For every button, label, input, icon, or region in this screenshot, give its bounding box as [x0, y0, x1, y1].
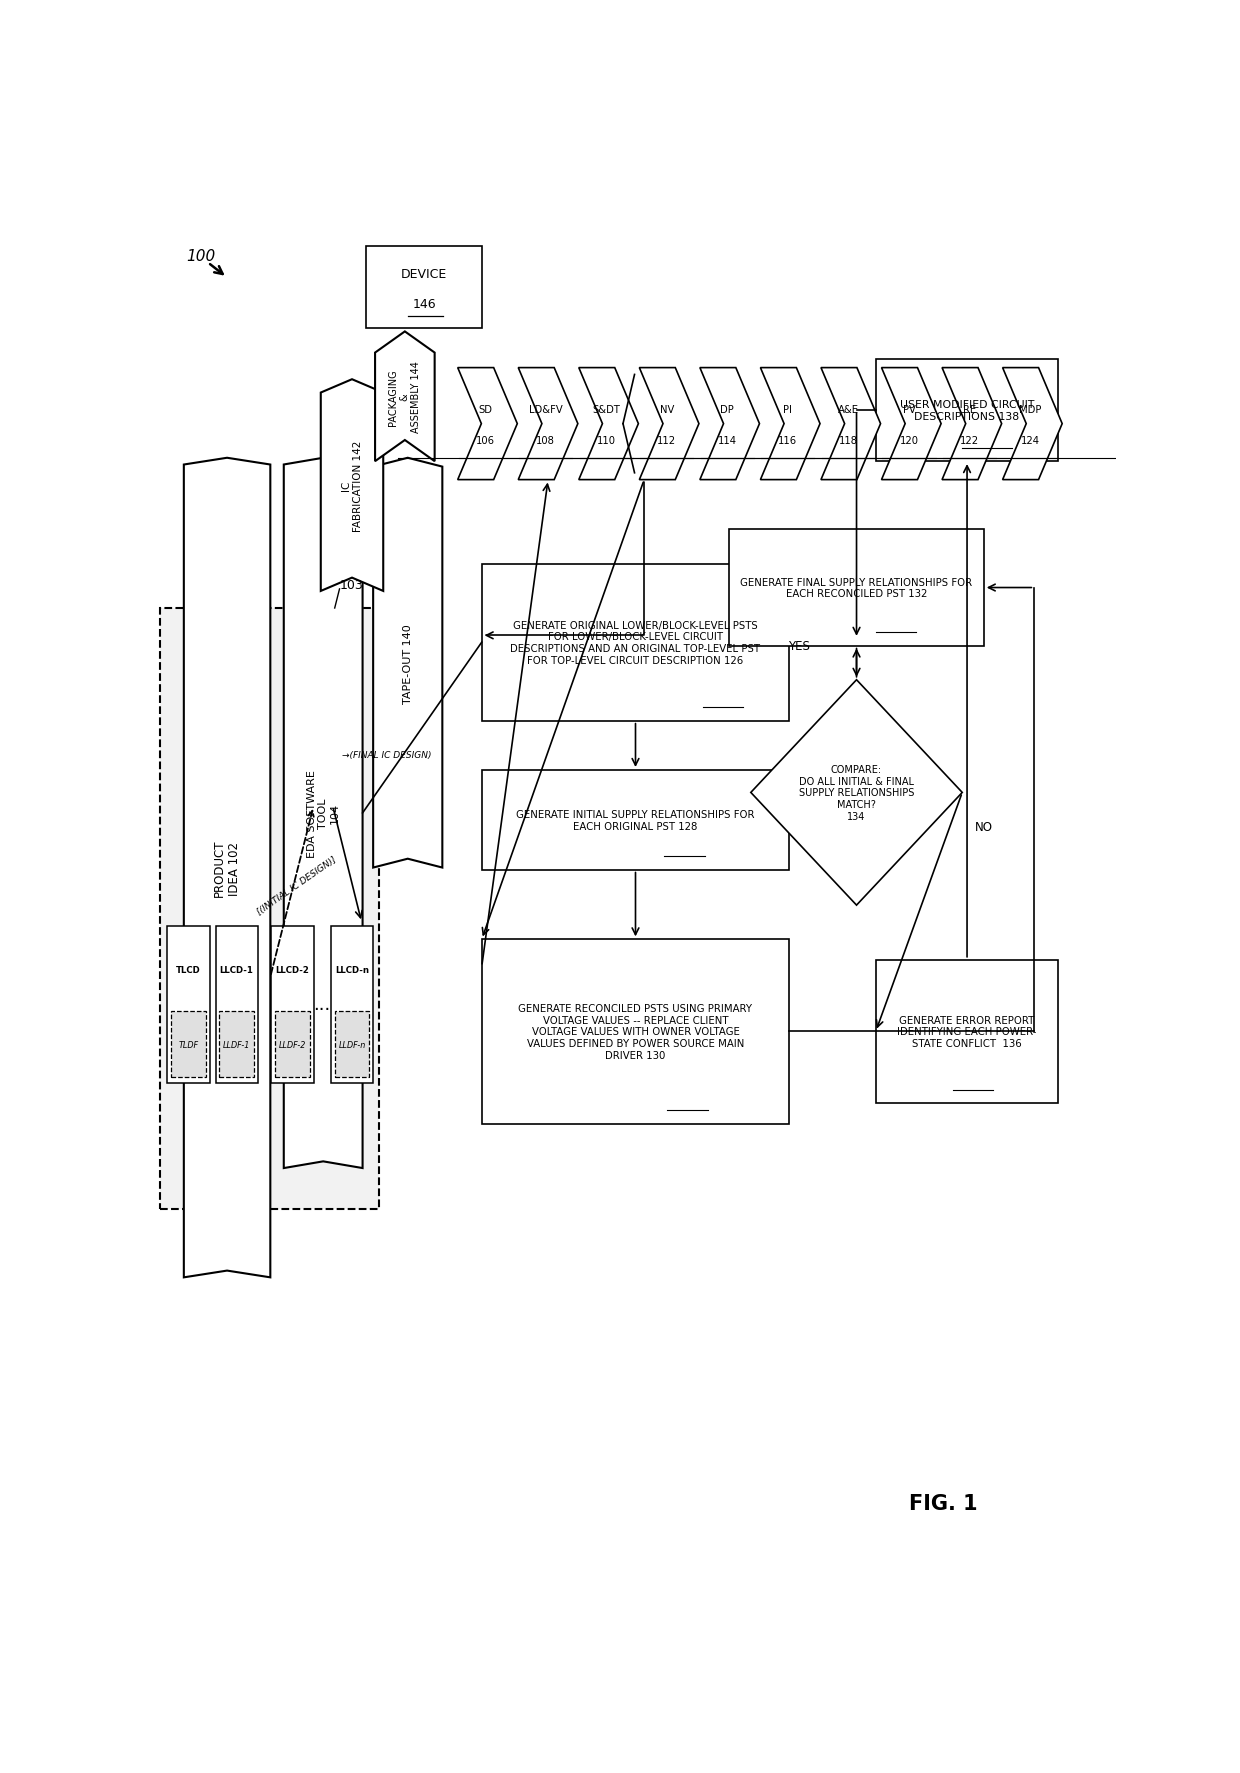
Text: PI: PI	[784, 404, 792, 415]
FancyBboxPatch shape	[216, 926, 258, 1083]
FancyBboxPatch shape	[171, 1012, 206, 1078]
Text: 116: 116	[779, 436, 797, 447]
Text: 100: 100	[186, 248, 216, 264]
Text: PV: PV	[903, 404, 915, 415]
Polygon shape	[458, 369, 517, 480]
Text: NV: NV	[660, 404, 675, 415]
Polygon shape	[374, 332, 435, 463]
Text: MDP: MDP	[1019, 404, 1042, 415]
Polygon shape	[518, 369, 578, 480]
Text: COMPARE:
DO ALL INITIAL & FINAL
SUPPLY RELATIONSHIPS
MATCH?
134: COMPARE: DO ALL INITIAL & FINAL SUPPLY R…	[799, 764, 914, 821]
Text: LLCD-n: LLCD-n	[335, 966, 370, 975]
Text: GENERATE INITIAL SUPPLY RELATIONSHIPS FOR
EACH ORIGINAL PST 128: GENERATE INITIAL SUPPLY RELATIONSHIPS FO…	[516, 810, 755, 832]
FancyBboxPatch shape	[160, 608, 379, 1209]
Text: 122: 122	[960, 436, 980, 447]
Text: TLCD: TLCD	[176, 966, 201, 975]
FancyBboxPatch shape	[481, 940, 789, 1124]
Polygon shape	[821, 369, 880, 480]
Text: EDA SOFTWARE
TOOL
104: EDA SOFTWARE TOOL 104	[306, 769, 340, 858]
Text: FIG. 1: FIG. 1	[909, 1493, 977, 1512]
Text: DP: DP	[720, 404, 734, 415]
Text: 108: 108	[536, 436, 556, 447]
FancyBboxPatch shape	[481, 564, 789, 722]
Text: →(FINAL IC DESIGN): →(FINAL IC DESIGN)	[342, 750, 432, 759]
Polygon shape	[1003, 369, 1063, 480]
Polygon shape	[373, 459, 443, 869]
Text: 110: 110	[596, 436, 616, 447]
Text: LLDF-1: LLDF-1	[223, 1041, 250, 1050]
Text: 120: 120	[899, 436, 919, 447]
FancyBboxPatch shape	[331, 926, 373, 1083]
FancyBboxPatch shape	[367, 246, 481, 328]
Text: GENERATE RECONCILED PSTS USING PRIMARY
VOLTAGE VALUES -- REPLACE CLIENT
VOLTAGE : GENERATE RECONCILED PSTS USING PRIMARY V…	[518, 1004, 753, 1060]
FancyBboxPatch shape	[275, 1012, 310, 1078]
Text: LLCD-1: LLCD-1	[219, 966, 254, 975]
Polygon shape	[284, 459, 362, 1168]
FancyBboxPatch shape	[729, 530, 983, 645]
Text: NO: NO	[975, 821, 992, 833]
Text: GENERATE FINAL SUPPLY RELATIONSHIPS FOR
EACH RECONCILED PST 132: GENERATE FINAL SUPPLY RELATIONSHIPS FOR …	[740, 578, 972, 599]
Polygon shape	[321, 379, 383, 592]
Text: TAPE-OUT 140: TAPE-OUT 140	[403, 624, 413, 704]
Text: LLDF-n: LLDF-n	[339, 1041, 366, 1050]
Text: TLDF: TLDF	[179, 1041, 198, 1050]
FancyBboxPatch shape	[219, 1012, 254, 1078]
Text: GENERATE ORIGINAL LOWER/BLOCK-LEVEL PSTS
FOR LOWER/BLOCK-LEVEL CIRCUIT
DESCRIPTI: GENERATE ORIGINAL LOWER/BLOCK-LEVEL PSTS…	[511, 621, 760, 665]
Text: USER MODIFIED CIRCUIT
DESCRIPTIONS 138: USER MODIFIED CIRCUIT DESCRIPTIONS 138	[900, 401, 1034, 422]
Text: LLDF-2: LLDF-2	[279, 1041, 306, 1050]
Text: 114: 114	[718, 436, 737, 447]
Text: SD: SD	[479, 404, 492, 415]
Text: 146: 146	[412, 298, 436, 310]
Text: YES: YES	[787, 640, 810, 652]
Text: LD&FV: LD&FV	[528, 404, 563, 415]
FancyBboxPatch shape	[272, 926, 314, 1083]
Text: 118: 118	[839, 436, 858, 447]
Polygon shape	[699, 369, 759, 480]
Polygon shape	[942, 369, 1002, 480]
FancyBboxPatch shape	[167, 926, 210, 1083]
Text: A&E: A&E	[838, 404, 859, 415]
Polygon shape	[184, 459, 270, 1278]
Text: [(INITIAL IC DESIGN)]: [(INITIAL IC DESIGN)]	[255, 855, 339, 917]
FancyBboxPatch shape	[875, 360, 1058, 463]
Text: PACKAGING
&
ASSEMBLY 144: PACKAGING & ASSEMBLY 144	[388, 362, 422, 433]
FancyBboxPatch shape	[481, 771, 789, 871]
Polygon shape	[882, 369, 941, 480]
Polygon shape	[579, 369, 639, 480]
FancyBboxPatch shape	[875, 961, 1058, 1103]
Text: LLCD-2: LLCD-2	[275, 966, 309, 975]
Text: RE: RE	[963, 404, 976, 415]
Text: ...: ...	[314, 996, 331, 1014]
Text: PRODUCT
IDEA 102: PRODUCT IDEA 102	[213, 839, 241, 897]
Text: IC
FABRICATION 142: IC FABRICATION 142	[341, 440, 363, 532]
Polygon shape	[760, 369, 820, 480]
Text: S&DT: S&DT	[593, 404, 620, 415]
Text: 112: 112	[657, 436, 676, 447]
Text: 103: 103	[340, 580, 363, 592]
Polygon shape	[640, 369, 699, 480]
Text: 124: 124	[1021, 436, 1039, 447]
Text: GENERATE ERROR REPORT
IDENTIFYING EACH POWER-
STATE CONFLICT  136: GENERATE ERROR REPORT IDENTIFYING EACH P…	[898, 1016, 1037, 1048]
Text: DEVICE: DEVICE	[401, 268, 448, 280]
Text: 106: 106	[476, 436, 495, 447]
FancyBboxPatch shape	[335, 1012, 370, 1078]
Polygon shape	[751, 681, 962, 906]
